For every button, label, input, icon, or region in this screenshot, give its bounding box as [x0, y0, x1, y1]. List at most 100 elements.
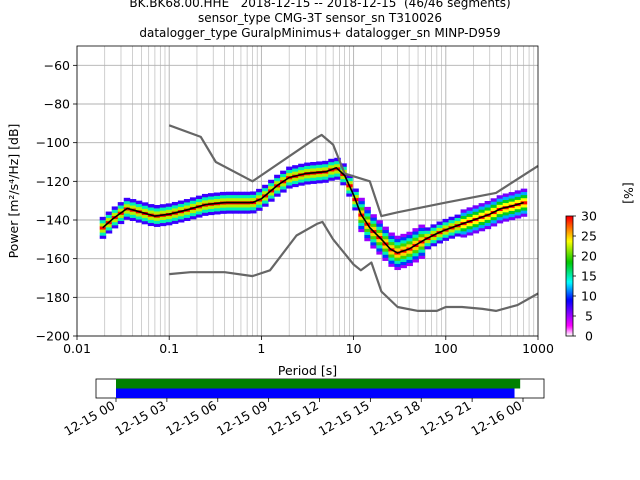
density-cell — [400, 264, 407, 269]
density-cell — [316, 176, 323, 181]
density-cell — [219, 191, 227, 196]
density-cell — [213, 198, 221, 203]
density-cell — [502, 208, 510, 213]
x-axis-label: Period [s] — [278, 363, 337, 378]
density-cell — [448, 216, 456, 221]
density-cell — [442, 234, 450, 238]
density-cell — [382, 238, 389, 243]
density-cell — [232, 197, 239, 202]
density-cell — [400, 236, 407, 241]
density-cell — [394, 238, 401, 243]
density-cell — [346, 180, 353, 185]
density-cell — [256, 188, 263, 193]
grid — [76, 46, 538, 337]
density-cell — [213, 207, 221, 212]
density-cell — [226, 210, 233, 214]
median-line — [102, 167, 524, 254]
colorbar-cell — [566, 320, 573, 323]
density-cell — [436, 233, 444, 238]
density-cell — [358, 197, 365, 202]
density-cell — [141, 208, 149, 212]
density-cell — [520, 204, 528, 208]
density-cell — [250, 206, 257, 211]
y-tick-label: −120 — [36, 174, 70, 189]
colorbar-cell — [566, 260, 573, 263]
density-cell — [364, 228, 371, 232]
colorbar-cell — [566, 310, 573, 313]
density-cell — [376, 223, 383, 227]
density-cell — [147, 219, 155, 223]
colorbar-cell — [566, 286, 573, 289]
density-cell — [226, 204, 233, 208]
density-cell — [165, 218, 173, 223]
density-cell — [472, 211, 480, 215]
density-cell — [99, 232, 107, 236]
density-cell — [394, 260, 401, 264]
colorbar-cell — [566, 268, 573, 271]
density-cell — [466, 229, 474, 233]
density-cell — [274, 190, 281, 194]
density-cell — [226, 207, 233, 211]
density-cell — [189, 212, 197, 217]
density-cell — [123, 203, 131, 208]
density-cell — [165, 203, 173, 207]
x-tick-label: 1000 — [522, 341, 554, 356]
density-cell — [165, 215, 173, 220]
density-cell — [153, 204, 161, 209]
density-cell — [99, 229, 107, 233]
density-cell — [189, 215, 197, 220]
density-cell — [382, 232, 389, 237]
density-cell — [370, 217, 377, 221]
plot-frame — [76, 45, 539, 337]
density-cell — [478, 224, 486, 229]
density-cell — [286, 172, 293, 177]
density-cell — [388, 241, 395, 246]
density-cell — [460, 224, 468, 229]
density-cell — [195, 214, 203, 218]
density-cell — [171, 208, 179, 212]
density-cell — [484, 216, 492, 220]
colorbar-cell — [566, 292, 573, 295]
density-cell — [514, 199, 522, 204]
colorbar-cell — [566, 238, 573, 241]
density-cell — [189, 209, 197, 214]
density-cell — [298, 166, 305, 171]
density-cell — [472, 226, 480, 231]
density-cell — [129, 214, 137, 218]
density-cell — [334, 160, 341, 165]
density-cell — [412, 252, 419, 257]
density-cell — [328, 158, 335, 163]
density-cell — [135, 200, 143, 205]
density-cell — [496, 201, 504, 205]
density-cell — [388, 257, 395, 261]
density-cell — [490, 216, 498, 221]
density-cell — [141, 217, 149, 222]
density-cell — [256, 201, 263, 205]
density-cell — [418, 227, 425, 232]
density-cell — [262, 190, 269, 195]
density-cell — [418, 255, 425, 259]
density-cell — [238, 210, 245, 214]
density-cell — [334, 173, 341, 177]
density-cell — [256, 195, 263, 199]
colorbar-cell — [566, 216, 573, 219]
density-cell — [147, 210, 155, 214]
density-cell — [292, 171, 299, 175]
density-cell — [123, 210, 131, 214]
density-cell — [226, 194, 233, 199]
colorbar-cell — [566, 324, 573, 327]
density-cell — [135, 206, 143, 211]
density-cell — [334, 157, 341, 162]
colorbar-cell — [566, 270, 573, 273]
density-cell — [213, 211, 221, 215]
density-cell — [508, 195, 516, 199]
density-cell — [280, 189, 287, 193]
colorbar-cell — [566, 258, 573, 261]
density-cell — [286, 169, 293, 174]
density-cell — [322, 160, 329, 165]
timeline-bar-blue — [116, 388, 515, 398]
density-cell — [508, 210, 516, 215]
density-cell — [201, 200, 209, 204]
density-cell — [370, 232, 377, 237]
density-cell — [238, 197, 245, 202]
